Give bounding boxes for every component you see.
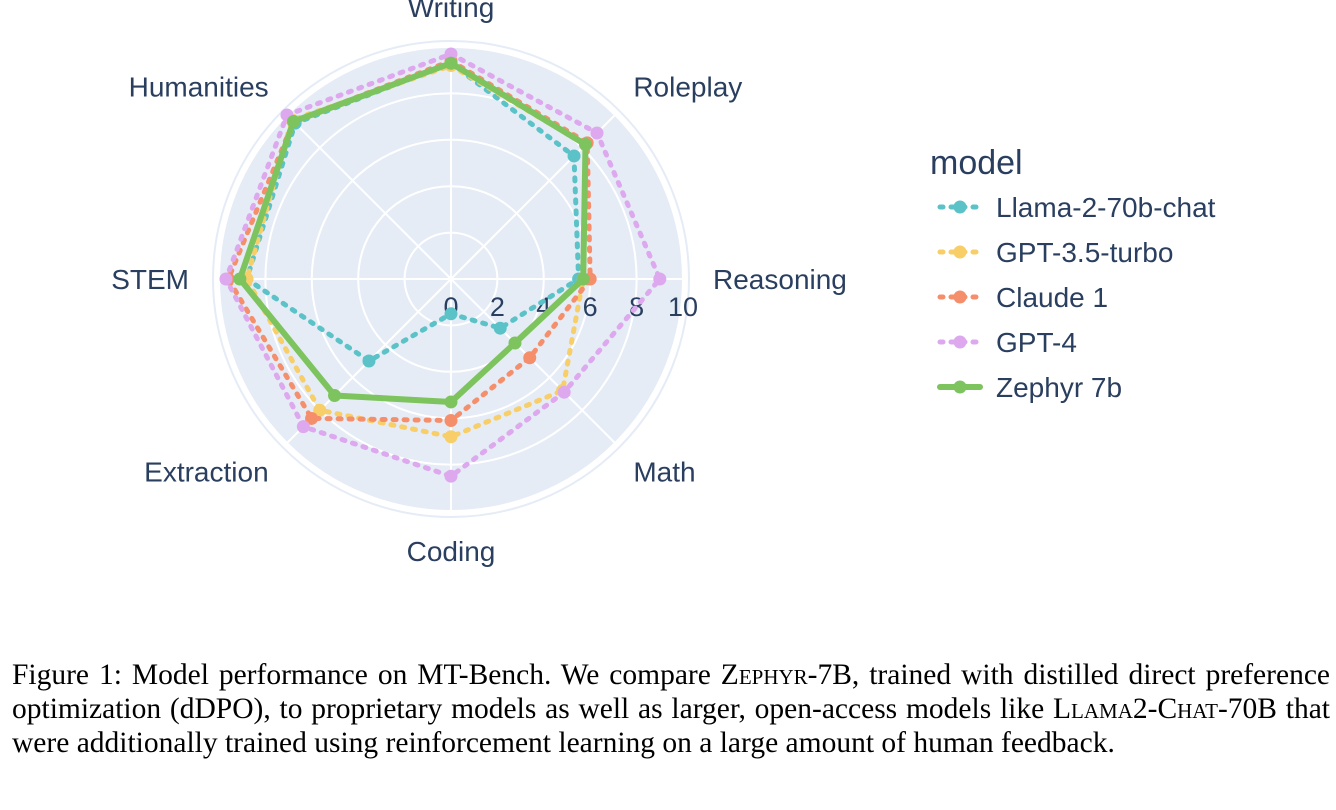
radial-tick-label: 2 [490, 292, 505, 322]
series-point [328, 388, 342, 402]
legend-swatch-marker [953, 245, 967, 259]
legend-label: GPT-3.5-turbo [996, 237, 1173, 268]
axis-label-humanities: Humanities [129, 72, 269, 103]
caption-text-2: , trained with distilled direct preferen… [12, 659, 1331, 725]
series-gpt-4 [219, 47, 667, 483]
axis-label-writing: Writing [408, 0, 495, 23]
radar-series [219, 47, 667, 483]
caption-text-1: Model performance on MT-Bench. We compar… [121, 659, 721, 691]
legend-item: Zephyr 7b [937, 372, 1122, 403]
radial-tick-label: 6 [583, 292, 598, 322]
legend-swatch-marker [953, 335, 967, 349]
series-point [305, 411, 319, 425]
series-point [287, 115, 301, 129]
radar-chart: Writing Roleplay Reasoning Math Coding Extrac… [111, 0, 1216, 567]
series-point [653, 272, 667, 286]
figure-caption: Figure 1: Model performance on MT-Bench.… [12, 658, 1330, 760]
radar-axis-labels: Writing Roleplay Reasoning Math Coding Extrac… [111, 0, 847, 567]
series-point [444, 430, 458, 444]
series-point [444, 414, 458, 428]
series-point [233, 272, 247, 286]
series-point [444, 307, 458, 321]
legend-item: GPT-4 [937, 327, 1077, 358]
caption-label: Figure 1: [12, 659, 122, 691]
legend-label: Zephyr 7b [996, 372, 1122, 403]
series-point [219, 272, 233, 286]
series-point [444, 469, 458, 483]
series-point [523, 351, 537, 365]
legend-item: Llama-2-70b-chat [937, 192, 1216, 223]
series-point [508, 336, 522, 350]
series-point [444, 395, 458, 409]
polar-outer-ring [212, 40, 690, 518]
series-point [444, 56, 458, 70]
axis-label-roleplay: Roleplay [633, 72, 742, 103]
series-zephyr-7b [233, 56, 593, 409]
legend-item: GPT-3.5-turbo [937, 237, 1173, 268]
axis-label-coding: Coding [407, 536, 496, 567]
axis-label-reasoning: Reasoning [713, 264, 847, 295]
series-point [313, 403, 327, 417]
legend: model Llama-2-70b-chat GPT-3.5-turbo Claud… [930, 144, 1216, 403]
series-point [590, 126, 604, 140]
series-point [557, 385, 571, 399]
series-point [576, 272, 590, 286]
legend-item: Claude 1 [937, 282, 1108, 313]
legend-swatch-marker [953, 200, 967, 214]
legend-swatch-marker [953, 290, 967, 304]
legend-label: Llama-2-70b-chat [996, 192, 1216, 223]
legend-label: GPT-4 [996, 327, 1077, 358]
series-point [362, 354, 376, 368]
series-point [567, 149, 581, 163]
radial-tick-label: 10 [668, 292, 698, 322]
series-point [579, 137, 593, 151]
legend-title: model [930, 144, 1023, 182]
series-point [493, 321, 507, 335]
series-point [296, 420, 310, 434]
caption-model-name-1: Zephyr-7B [720, 659, 852, 691]
caption-model-name-2: Llama2-Chat-70B [1053, 693, 1277, 725]
axis-label-extraction: Extraction [144, 456, 269, 487]
axis-label-stem: STEM [111, 264, 189, 295]
series-point [444, 47, 458, 61]
legend-label: Claude 1 [996, 282, 1108, 313]
caption-text-3: that were additionally trained using rei… [12, 693, 1330, 759]
angular-gridline [286, 114, 452, 280]
legend-swatch-marker [953, 380, 967, 394]
axis-label-math: Math [633, 456, 695, 487]
